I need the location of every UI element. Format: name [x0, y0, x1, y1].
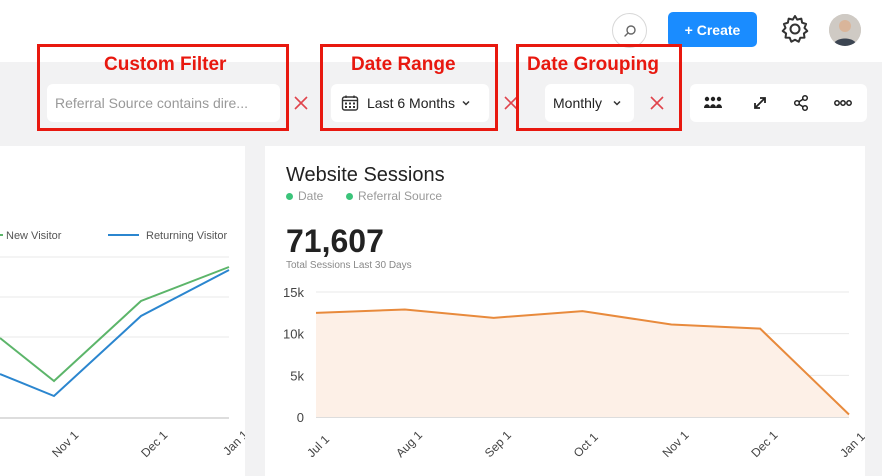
visitor-chart-card: New Visitor Returning Visitor Nov 1 Dec …: [0, 146, 251, 476]
chevron-down-icon: [462, 100, 470, 106]
search-icon: [623, 24, 636, 37]
x-tick-label: Sep 1: [482, 428, 514, 460]
tag-dot: [346, 192, 353, 200]
chevron-down-icon: [613, 100, 621, 106]
tag-dot: [286, 192, 293, 200]
tag-date-label: Date: [298, 189, 324, 203]
legend-new-visitor: New Visitor: [0, 230, 62, 242]
team-icon[interactable]: [703, 94, 723, 112]
date-range-annotation-label: Date Range: [351, 54, 456, 75]
x-tick-label: Jul 1: [304, 432, 332, 460]
x-tick-label: Jan 1: [837, 429, 865, 460]
gridlines: [0, 256, 229, 338]
y-tick-label: 10k: [283, 327, 304, 342]
date-grouping-select[interactable]: Monthly: [545, 84, 634, 122]
date-grouping-value: Monthly: [553, 95, 603, 111]
expand-icon[interactable]: [750, 94, 770, 112]
website-sessions-card: Website Sessions Date Referral Source 71…: [265, 146, 865, 476]
y-tick-label: 5k: [290, 368, 304, 383]
y-tick-label: 0: [297, 410, 304, 425]
area-fill: [316, 309, 849, 417]
legend-label-new: New Visitor: [6, 230, 62, 242]
series-new-visitor: [0, 266, 230, 383]
tag-date: Date: [286, 189, 323, 203]
remove-date-grouping-icon[interactable]: [649, 95, 665, 111]
date-range-select[interactable]: Last 6 Months: [331, 84, 489, 122]
share-icon[interactable]: [791, 94, 811, 112]
gear-icon[interactable]: [779, 13, 811, 45]
custom-filter-annotation-box: [37, 44, 289, 131]
series-returning-visitor: [0, 269, 230, 398]
create-button[interactable]: + Create: [668, 12, 757, 47]
x-tick-jan: Jan 1: [220, 427, 245, 458]
custom-filter-annotation-label: Custom Filter: [104, 54, 227, 75]
x-tick-label: Oct 1: [571, 430, 601, 460]
remove-filter-icon[interactable]: [293, 95, 309, 111]
avatar-image: [829, 14, 861, 46]
top-bar: + Create: [0, 0, 882, 60]
x-tick-label: Dec 1: [748, 428, 780, 460]
date-range-value: Last 6 Months: [367, 95, 455, 111]
toolbar-icon-group: [690, 84, 867, 122]
total-sessions-label: Total Sessions Last 30 Days: [286, 260, 412, 271]
date-grouping-annotation-box: [516, 44, 682, 131]
calendar-icon: [341, 95, 359, 111]
avatar[interactable]: [829, 14, 861, 46]
tag-referral-label: Referral Source: [358, 189, 443, 203]
custom-filter-input[interactable]: Referral Source contains dire...: [47, 84, 280, 122]
x-tick-label: Nov 1: [660, 428, 692, 460]
card-title: Website Sessions: [286, 164, 445, 186]
visitor-line-chart: New Visitor Returning Visitor Nov 1 Dec …: [0, 230, 251, 460]
remove-date-range-icon[interactable]: [503, 95, 519, 111]
x-tick-dec: Dec 1: [138, 428, 170, 460]
more-icon[interactable]: [833, 94, 853, 112]
tag-referral-source: Referral Source: [346, 189, 442, 203]
search-button[interactable]: [612, 13, 647, 48]
y-tick-label: 15k: [283, 285, 304, 300]
legend-returning-visitor: Returning Visitor: [108, 230, 227, 242]
date-grouping-annotation-label: Date Grouping: [527, 54, 659, 75]
total-sessions-value: 71,607: [286, 223, 384, 259]
x-tick-label: Aug 1: [393, 428, 425, 460]
x-tick-nov: Nov 1: [49, 428, 81, 460]
legend-label-returning: Returning Visitor: [146, 230, 227, 242]
date-range-annotation-box: [320, 44, 498, 131]
